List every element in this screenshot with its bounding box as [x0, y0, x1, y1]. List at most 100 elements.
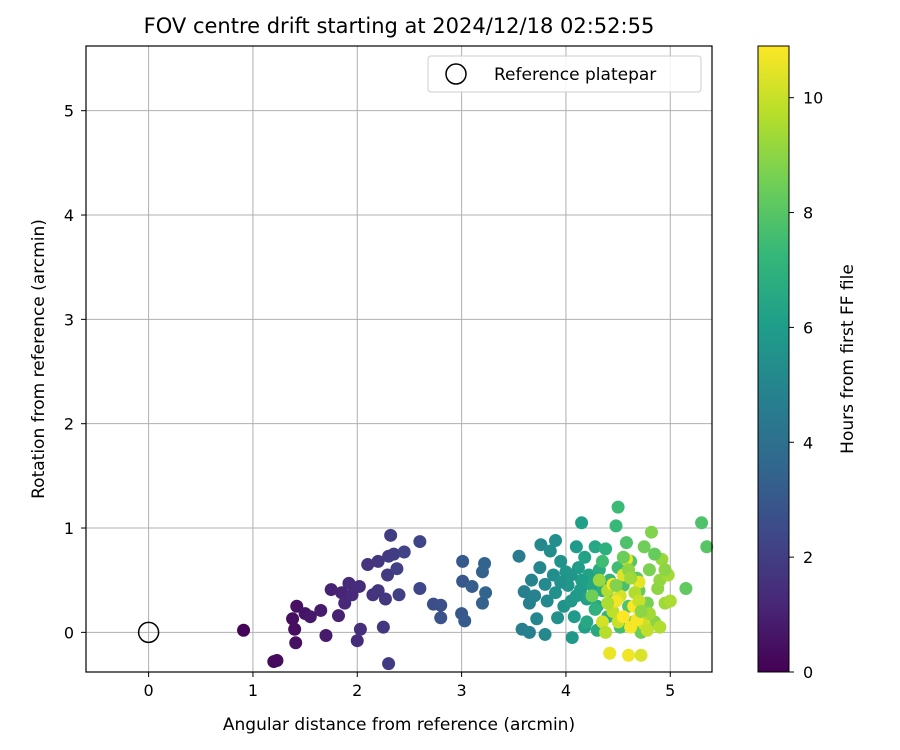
legend: Reference platepar	[428, 56, 701, 92]
scatter-point	[659, 563, 672, 576]
colorbar-bar	[758, 46, 789, 672]
y-tick-label: 5	[64, 102, 74, 121]
scatter-point	[620, 536, 633, 549]
y-tick-label: 4	[64, 206, 74, 225]
colorbar-tick-label: 6	[803, 318, 813, 337]
scatter-point	[523, 626, 536, 639]
colorbar-label: Hours from first FF file	[838, 264, 858, 454]
scatter-point	[570, 589, 583, 602]
scatter-point	[617, 551, 630, 564]
colorbar: 0 2 4 6 8 10 Hours from first FF file	[758, 46, 858, 682]
scatter-point	[289, 636, 302, 649]
scatter-point	[601, 597, 614, 610]
colorbar-tick-label: 10	[803, 89, 823, 108]
scatter-point	[353, 580, 366, 593]
y-tick-label: 0	[64, 623, 74, 642]
scatter-point	[645, 526, 658, 539]
scatter-point	[599, 626, 612, 639]
scatter-point	[635, 605, 648, 618]
scatter-point	[664, 595, 677, 608]
scatter-point	[379, 592, 392, 605]
scatter-point	[549, 534, 562, 547]
scatter-point	[554, 576, 567, 589]
scatter-point	[586, 589, 599, 602]
scatter-point	[695, 516, 708, 529]
scatter-point	[288, 623, 301, 636]
scatter-point	[551, 611, 564, 624]
scatter-point	[398, 546, 411, 559]
scatter-point	[603, 647, 616, 660]
y-tick-label: 2	[64, 415, 74, 434]
x-tick-label: 2	[352, 681, 362, 700]
scatter-point	[648, 548, 661, 561]
scatter-point	[539, 628, 552, 641]
scatter-point	[354, 623, 367, 636]
x-ticks: 0 1 2 3 4 5	[144, 672, 676, 700]
scatter-point	[528, 589, 541, 602]
scatter-point	[635, 649, 648, 662]
colorbar-ticks: 0 2 4 6 8 10	[789, 89, 823, 682]
scatter-point	[578, 551, 591, 564]
scatter-point	[413, 535, 426, 548]
scatter-point	[622, 649, 635, 662]
scatter-point	[589, 603, 602, 616]
scatter-point	[512, 550, 525, 563]
scatter-point	[641, 624, 654, 637]
colorbar-tick-label: 4	[803, 433, 813, 452]
y-tick-label: 1	[64, 519, 74, 538]
scatter-point	[270, 654, 283, 667]
colorbar-tick-label: 0	[803, 663, 813, 682]
scatter-point	[533, 561, 546, 574]
y-axis-label: Rotation from reference (arcmin)	[29, 219, 49, 499]
scatter-point	[466, 580, 479, 593]
scatter-point	[332, 609, 345, 622]
scatter-point	[599, 542, 612, 555]
fov-drift-chart: FOV centre drift starting at 2024/12/18 …	[0, 0, 900, 750]
scatter-point	[624, 572, 637, 585]
scatter-point	[653, 621, 666, 634]
x-tick-label: 0	[144, 681, 154, 700]
scatter-point	[434, 611, 447, 624]
scatter-point	[384, 529, 397, 542]
scatter-point	[434, 599, 447, 612]
scatter-point	[351, 634, 364, 647]
scatter-point	[390, 562, 403, 575]
y-tick-label: 3	[64, 310, 74, 329]
scatter-point	[458, 614, 471, 627]
scatter-point	[610, 579, 623, 592]
scatter-point	[580, 615, 593, 628]
scatter-point	[596, 555, 609, 568]
x-axis-label: Angular distance from reference (arcmin)	[223, 715, 575, 735]
x-tick-label: 1	[248, 681, 258, 700]
scatter-point	[319, 629, 332, 642]
scatter-point	[593, 574, 606, 587]
scatter-point	[568, 610, 581, 623]
scatter-point	[525, 574, 538, 587]
y-ticks: 0 1 2 3 4 5	[64, 102, 86, 643]
scatter-point	[382, 657, 395, 670]
legend-label: Reference platepar	[494, 65, 656, 85]
scatter-point	[643, 563, 656, 576]
scatter-point	[612, 501, 625, 514]
scatter-point	[393, 588, 406, 601]
x-tick-label: 5	[665, 681, 675, 700]
scatter-point	[610, 519, 623, 532]
scatter-point	[314, 604, 327, 617]
scatter-point	[679, 582, 692, 595]
x-tick-label: 3	[457, 681, 467, 700]
scatter-point	[478, 557, 491, 570]
colorbar-tick-label: 2	[803, 548, 813, 567]
scatter-point	[700, 540, 713, 553]
scatter-points	[237, 501, 713, 671]
scatter-point	[570, 540, 583, 553]
scatter-point	[575, 516, 588, 529]
scatter-point	[479, 586, 492, 599]
scatter-point	[377, 621, 390, 634]
scatter-point	[530, 612, 543, 625]
x-tick-label: 4	[561, 681, 571, 700]
colorbar-tick-label: 8	[803, 204, 813, 223]
scatter-point	[617, 610, 630, 623]
scatter-point	[237, 624, 250, 637]
chart-title: FOV centre drift starting at 2024/12/18 …	[144, 14, 655, 38]
scatter-point	[413, 582, 426, 595]
